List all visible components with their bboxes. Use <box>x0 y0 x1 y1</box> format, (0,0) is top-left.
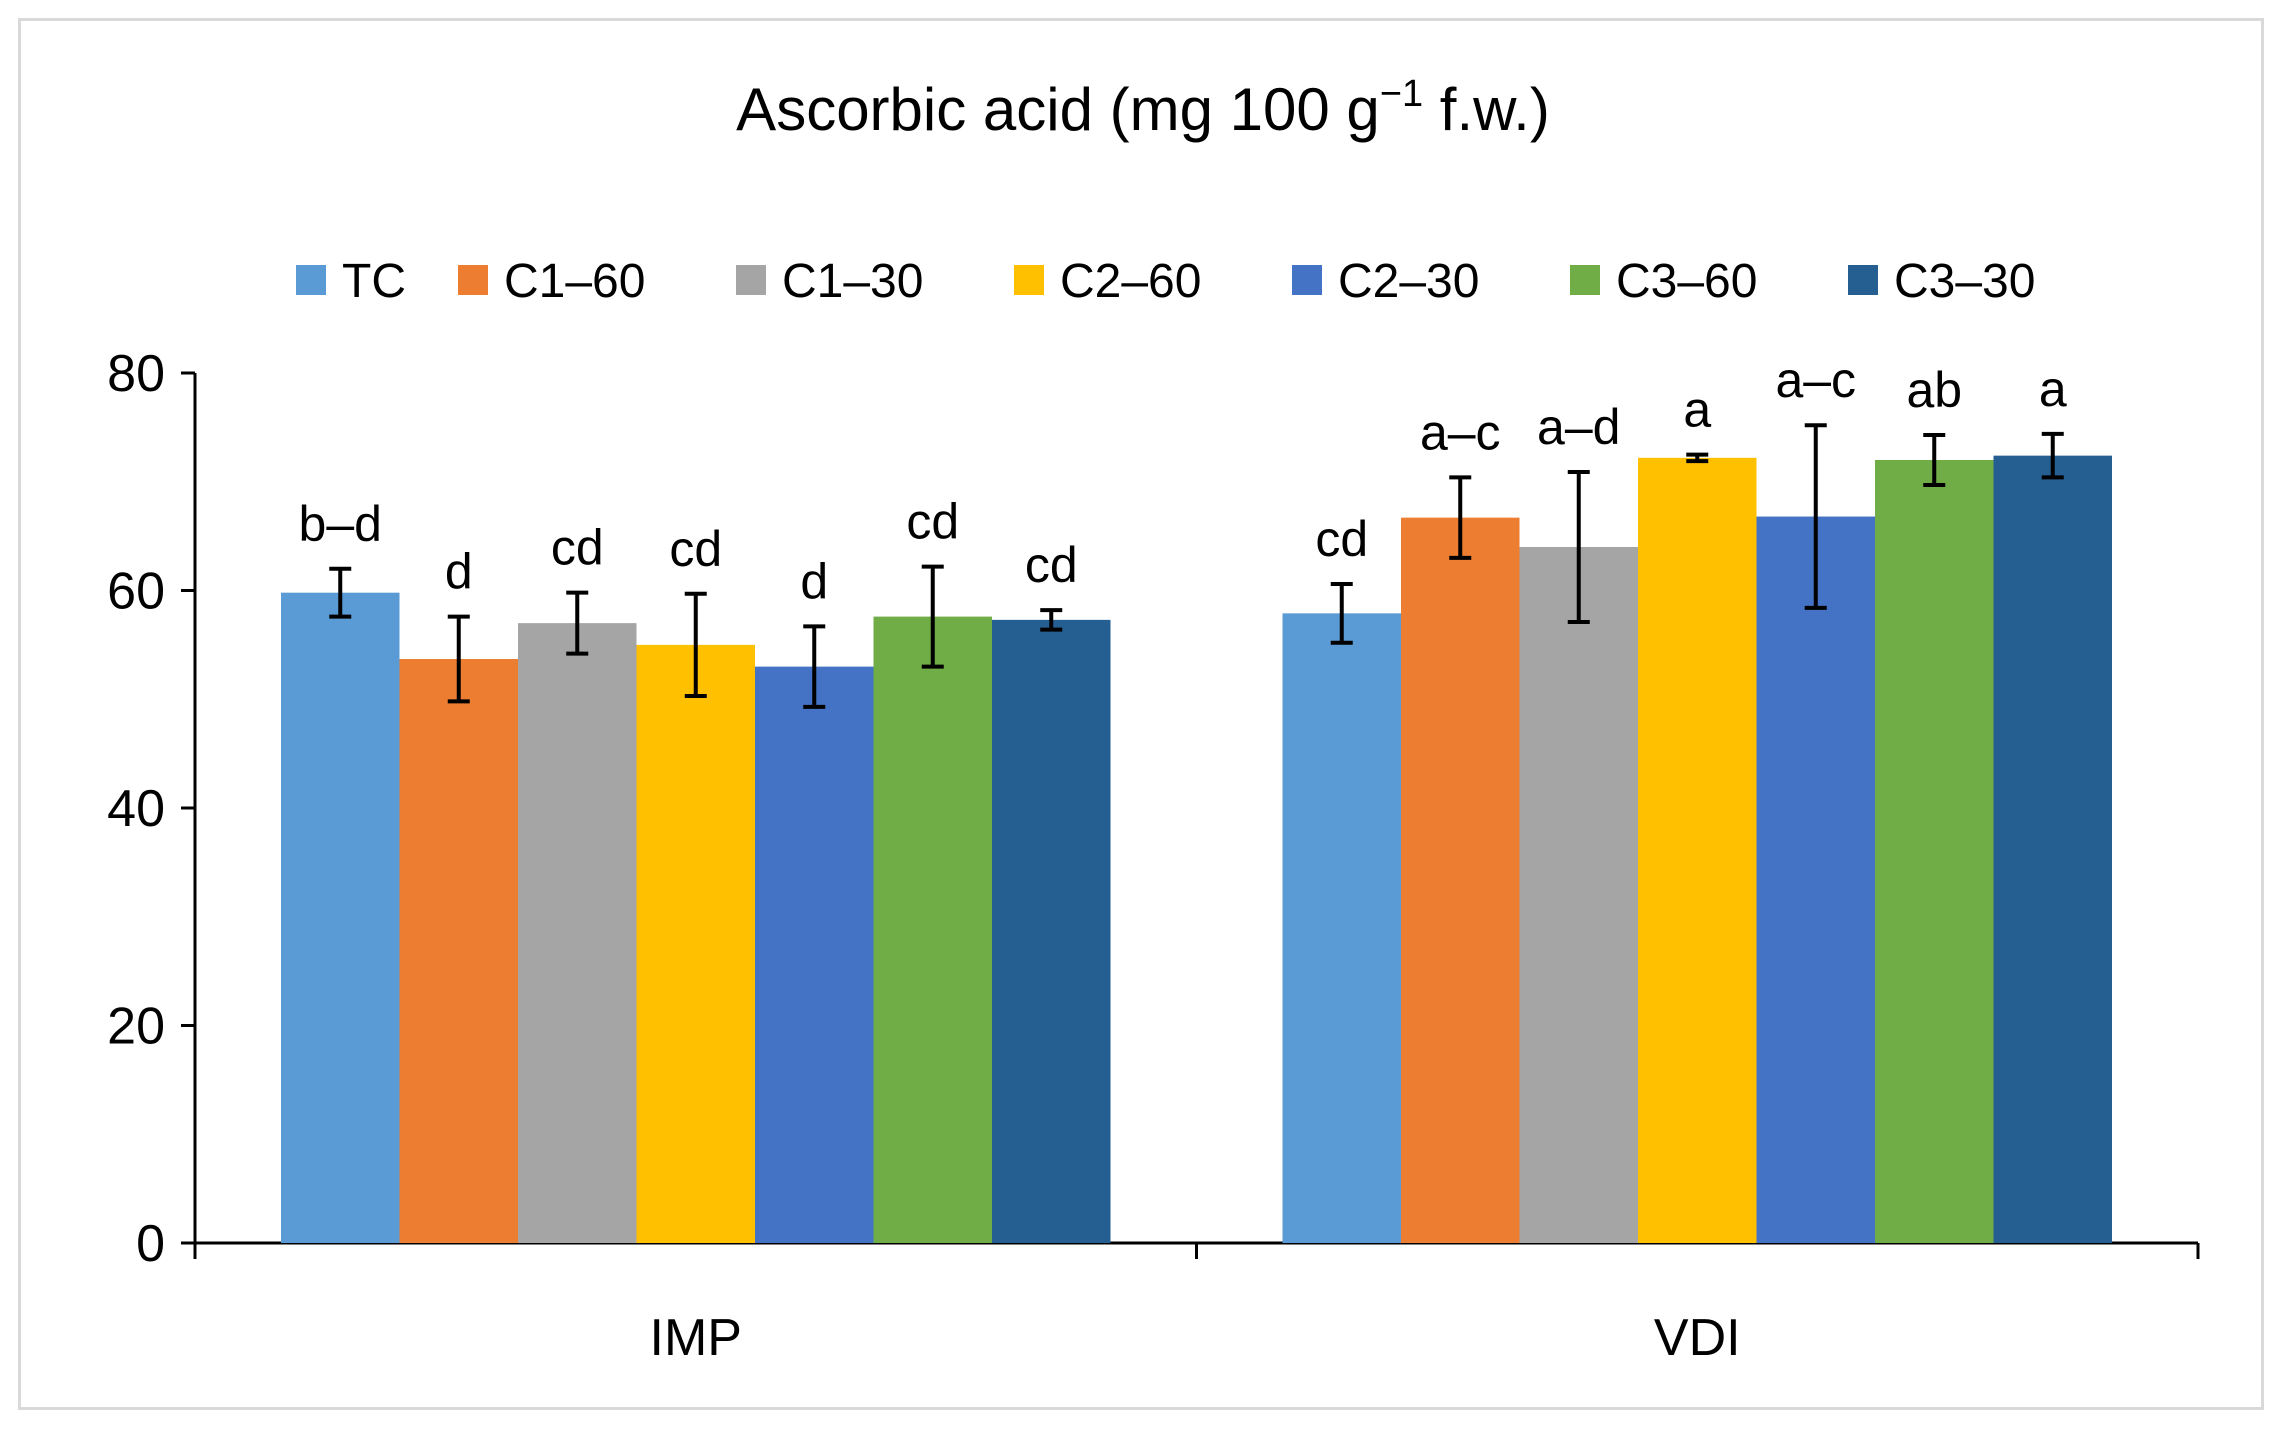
significance-letter: d <box>445 544 473 600</box>
legend-label: C3–30 <box>1894 255 2035 308</box>
y-tick-label: 60 <box>107 563 165 621</box>
legend-swatch <box>1292 265 1322 295</box>
significance-letter: d <box>800 553 828 609</box>
legend-swatch <box>1848 265 1878 295</box>
x-category-label: IMP <box>650 1309 742 1367</box>
legend-label: C1–30 <box>782 255 923 308</box>
y-tick-label: 40 <box>107 780 165 838</box>
bar <box>992 619 1111 1243</box>
chart-title: Ascorbic acid (mg 100 g−1 f.w.) <box>736 73 1550 143</box>
significance-letter: a <box>1683 382 1711 438</box>
significance-letter: ab <box>1906 362 1962 418</box>
bar <box>399 659 518 1243</box>
error-bars <box>329 423 2064 709</box>
bar <box>1875 460 1994 1243</box>
significance-letter: a–c <box>1775 352 1856 408</box>
legend-label: C2–60 <box>1060 255 1201 308</box>
legend-label: C3–60 <box>1616 255 1757 308</box>
legend-label: C2–30 <box>1338 255 1479 308</box>
bar <box>1638 457 1757 1243</box>
legend-swatch <box>296 265 326 295</box>
x-category-label: VDI <box>1654 1309 1741 1367</box>
bar <box>636 644 755 1243</box>
significance-letter: a <box>2039 361 2067 417</box>
significance-letter: a–c <box>1420 404 1501 460</box>
legend-swatch <box>1570 265 1600 295</box>
chart-title-end: f.w.) <box>1423 76 1550 143</box>
legend-swatch <box>458 265 488 295</box>
legend-swatch <box>736 265 766 295</box>
bar <box>1756 516 1875 1243</box>
significance-letters: b–d cd d a–c cd a–d cd a d a–c cd ab cd a <box>299 352 2067 609</box>
bar <box>281 592 400 1243</box>
legend-swatch <box>1014 265 1044 295</box>
chart-title-main: Ascorbic acid (mg 100 g <box>736 76 1380 143</box>
legend-label: C1–60 <box>504 255 645 308</box>
bar <box>1401 517 1520 1243</box>
significance-letter: a–d <box>1537 399 1620 455</box>
y-tick-label: 20 <box>107 998 165 1056</box>
bar <box>1519 547 1638 1243</box>
significance-letter: b–d <box>299 496 382 552</box>
significance-letter: cd <box>669 521 722 577</box>
bar <box>1282 613 1401 1243</box>
bar <box>1993 455 2112 1243</box>
bar <box>755 666 874 1243</box>
significance-letter: cd <box>906 494 959 550</box>
bars <box>281 455 2112 1243</box>
significance-letter: cd <box>1315 511 1368 567</box>
bar <box>873 616 992 1243</box>
chart-title-superscript: −1 <box>1380 73 1423 115</box>
y-tick-label: 0 <box>136 1215 165 1273</box>
significance-letter: cd <box>551 520 604 576</box>
legend-label: TC <box>342 255 406 308</box>
legend: TC C1–60 C1–30 C2–60 C2–30 C3–60 C3–30 <box>296 255 2035 308</box>
bar <box>518 623 637 1243</box>
y-tick-label: 80 <box>107 345 165 403</box>
significance-letter: cd <box>1025 537 1078 593</box>
